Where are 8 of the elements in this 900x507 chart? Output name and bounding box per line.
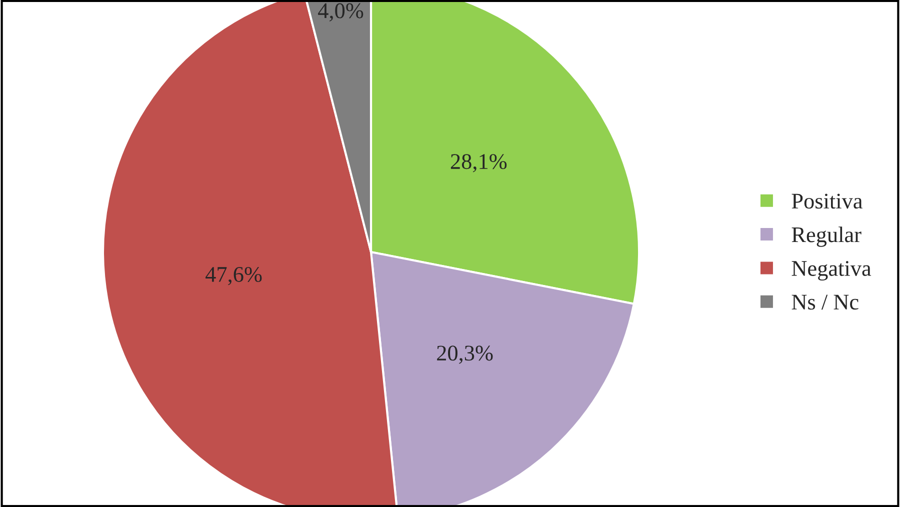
legend-label: Regular: [792, 226, 862, 247]
data-label: 20,3%: [437, 346, 493, 364]
legend-label: Positiva: [792, 194, 862, 209]
legend-label: Negativa: [792, 261, 872, 281]
data-label: 47,6%: [206, 266, 262, 286]
legend-label: Ns / Nc: [792, 294, 858, 310]
data-label: 28,1%: [450, 154, 507, 172]
data-label: 4,0%: [318, 3, 364, 22]
